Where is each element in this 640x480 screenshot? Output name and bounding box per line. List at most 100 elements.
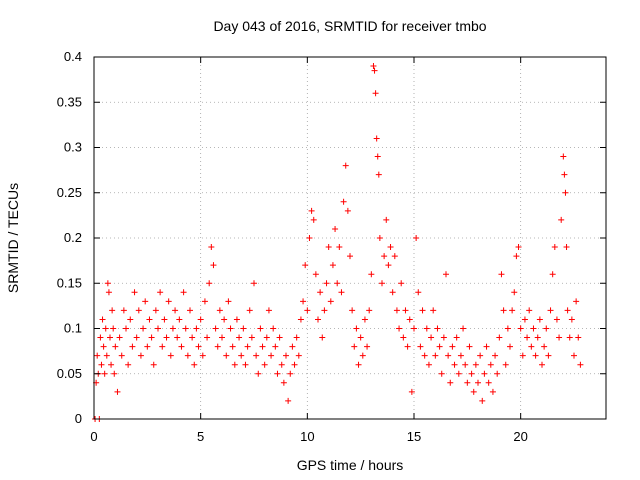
y-tick-label: 0.2 (64, 230, 82, 245)
data-point (513, 253, 520, 260)
data-point (536, 316, 543, 323)
data-point (406, 316, 413, 323)
y-tick-label: 0.15 (57, 275, 82, 290)
data-point (300, 298, 307, 305)
data-point (263, 334, 270, 341)
data-point (148, 334, 155, 341)
data-point (229, 343, 236, 350)
data-point (479, 397, 486, 404)
data-point (242, 361, 249, 368)
data-point (210, 262, 217, 269)
data-point (276, 334, 283, 341)
data-point (99, 316, 106, 323)
data-point (97, 334, 104, 341)
data-point (180, 289, 187, 296)
data-point (304, 307, 311, 314)
data-point (219, 334, 225, 341)
data-point (440, 334, 447, 341)
data-point (375, 171, 382, 178)
data-point (176, 316, 183, 323)
data-point (197, 316, 204, 323)
data-point (125, 361, 132, 368)
data-point (373, 135, 380, 142)
data-point (445, 352, 452, 359)
data-point (283, 352, 289, 359)
data-point (398, 280, 405, 287)
data-point (317, 289, 324, 296)
data-point (509, 307, 516, 314)
data-point (193, 325, 200, 332)
data-point (370, 63, 377, 70)
data-point (295, 352, 302, 359)
data-point (430, 307, 437, 314)
data-point (393, 307, 400, 314)
data-point (287, 370, 294, 377)
data-point (108, 361, 115, 368)
data-point (157, 289, 164, 296)
data-point (511, 289, 518, 296)
data-point (178, 343, 185, 350)
data-point (208, 244, 215, 251)
data-point (353, 325, 360, 332)
data-point (103, 352, 110, 359)
data-point (293, 334, 300, 341)
data-point (566, 334, 573, 341)
x-axis-title: GPS time / hours (297, 457, 404, 473)
data-point (556, 334, 563, 341)
data-point (551, 244, 558, 251)
data-point (236, 334, 243, 341)
data-point (172, 307, 179, 314)
data-point (417, 343, 424, 350)
data-point (118, 352, 125, 359)
data-point (425, 361, 432, 368)
data-point (507, 343, 513, 350)
data-point (462, 361, 469, 368)
data-point (111, 370, 118, 377)
data-point (332, 225, 339, 232)
data-point (100, 343, 107, 350)
data-point (489, 388, 496, 395)
data-point (112, 343, 119, 350)
data-point (135, 307, 142, 314)
data-point (383, 216, 390, 223)
data-point (496, 334, 503, 341)
data-point (306, 235, 313, 241)
data-point (530, 325, 537, 332)
data-point (238, 352, 245, 359)
data-point (372, 90, 379, 97)
data-point (389, 289, 396, 296)
data-point (344, 207, 351, 214)
data-point (201, 298, 208, 305)
data-point (483, 343, 490, 350)
data-point (285, 397, 292, 404)
data-point (521, 316, 528, 323)
data-point (449, 343, 456, 350)
data-point (543, 325, 550, 332)
data-point (400, 334, 407, 341)
data-point (534, 334, 541, 341)
x-tick-label: 10 (300, 429, 314, 444)
data-point (432, 352, 439, 359)
y-tick-label: 0.35 (57, 94, 82, 109)
data-point (251, 280, 257, 287)
data-point (165, 298, 172, 305)
data-point (504, 325, 511, 332)
data-point (561, 171, 568, 178)
data-point (374, 153, 381, 160)
x-tick-label: 0 (90, 429, 97, 444)
data-point (539, 361, 545, 368)
data-point (312, 271, 319, 278)
data-point (355, 361, 362, 368)
data-point (248, 334, 255, 341)
data-point (477, 352, 484, 359)
x-tick-label: 20 (513, 429, 527, 444)
data-point (261, 361, 268, 368)
data-point (475, 379, 481, 386)
data-point (98, 361, 105, 368)
data-point (268, 352, 275, 359)
data-point (140, 325, 147, 332)
data-point (244, 343, 251, 350)
data-point (302, 262, 309, 269)
data-point (199, 352, 206, 359)
